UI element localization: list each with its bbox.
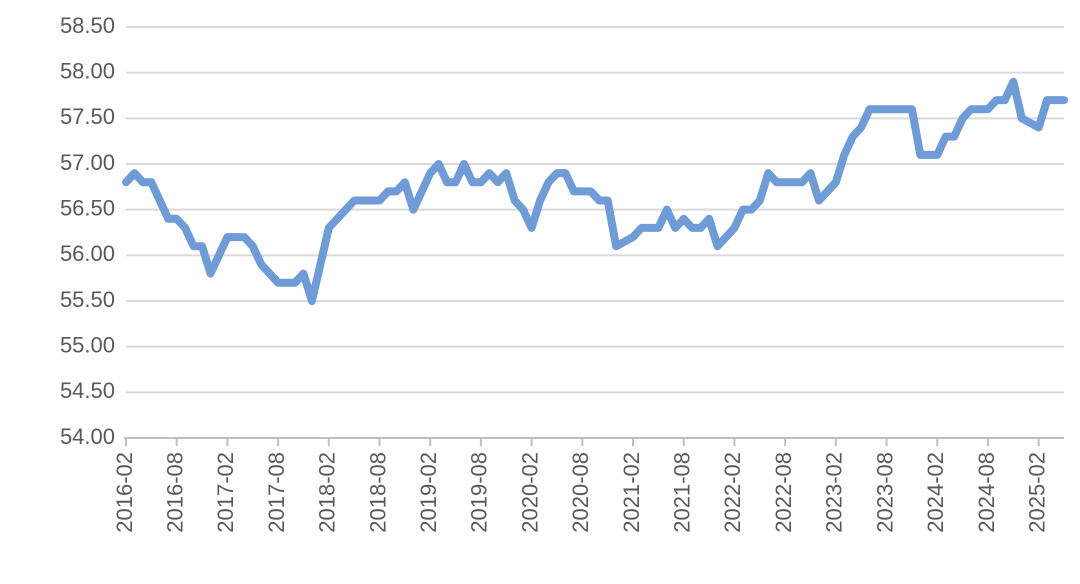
x-tick-label: 2020-02 [517, 452, 542, 533]
y-tick-label: 54.00 [60, 424, 115, 449]
x-tick-label: 2021-02 [619, 452, 644, 533]
x-tick-label: 2017-02 [213, 452, 238, 533]
y-tick-label: 57.50 [60, 104, 115, 129]
x-tick-label: 2022-02 [720, 452, 745, 533]
y-tick-label: 58.50 [60, 13, 115, 38]
x-tick-label: 2021-08 [670, 452, 695, 533]
y-tick-label: 56.00 [60, 241, 115, 266]
x-tick-label: 2020-08 [568, 452, 593, 533]
x-tick-label: 2019-02 [416, 452, 441, 533]
y-tick-label: 56.50 [60, 195, 115, 220]
x-tick-label: 2023-02 [822, 452, 847, 533]
x-tick-label: 2019-08 [467, 452, 492, 533]
x-tick-label: 2016-08 [163, 452, 188, 533]
x-tick-label: 2016-02 [112, 452, 137, 533]
x-tick-label: 2023-08 [872, 452, 897, 533]
y-tick-label: 55.00 [60, 332, 115, 357]
x-tick-label: 2018-02 [315, 452, 340, 533]
x-tick-label: 2018-08 [365, 452, 390, 533]
x-tick-label: 2022-08 [771, 452, 796, 533]
x-tick-label: 2025-02 [1024, 452, 1049, 533]
y-tick-label: 58.00 [60, 58, 115, 83]
y-tick-label: 55.50 [60, 287, 115, 312]
data-line [122, 77, 1068, 305]
x-tick-label: 2017-08 [264, 452, 289, 533]
y-tick-label: 54.50 [60, 378, 115, 403]
x-tick-label: 2024-02 [923, 452, 948, 533]
y-tick-label: 57.00 [60, 150, 115, 175]
x-tick-label: 2024-08 [974, 452, 999, 533]
